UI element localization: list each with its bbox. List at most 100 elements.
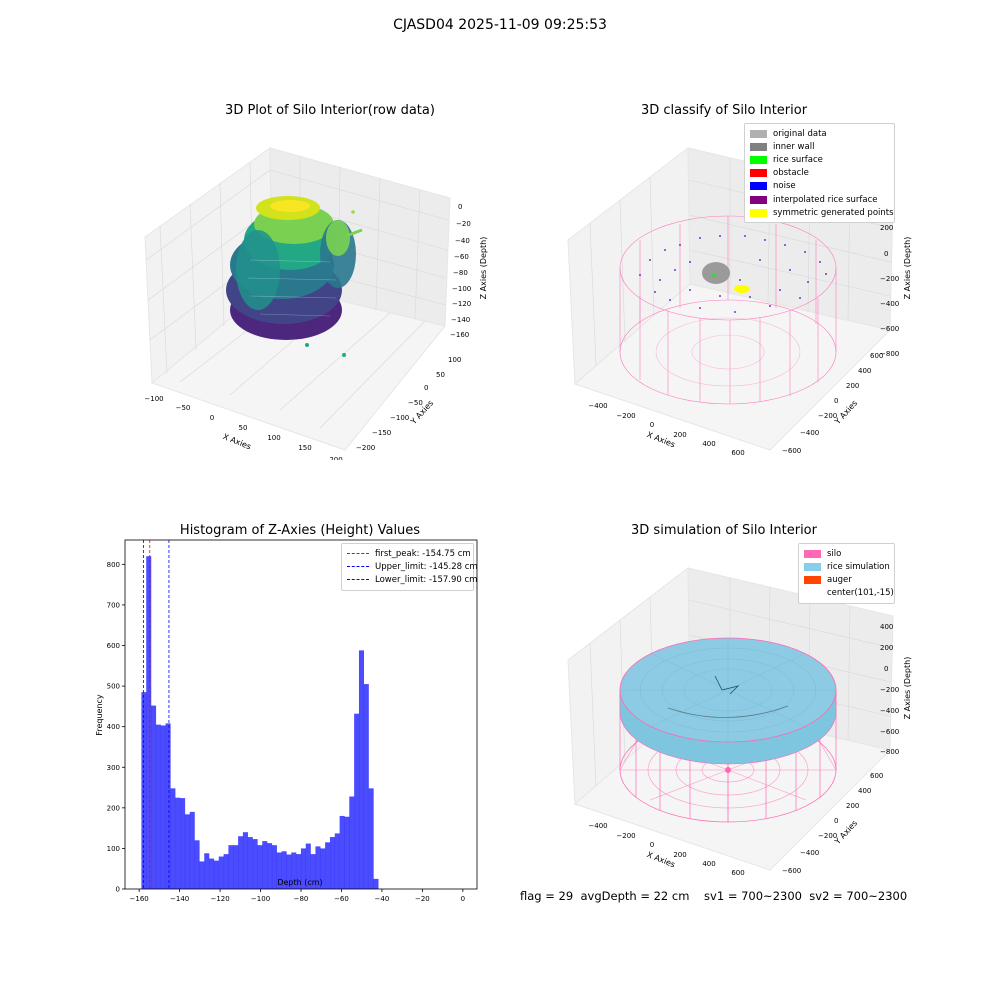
tick-label: 600	[870, 772, 883, 780]
raw-x-axis-label: X Axies	[222, 432, 253, 451]
sim-z-axis-label: Z Axies (Depth)	[903, 657, 912, 720]
legend-label: first_peak: -154.75 cm	[375, 548, 471, 559]
histogram-chart[interactable]: −160 −140 −120 −100 −80 −60 −40 −20 0 0 100 200 300…	[0, 530, 500, 920]
histogram-bar	[286, 854, 292, 889]
tick-label: −600	[782, 867, 801, 875]
histogram-bar	[151, 705, 157, 889]
histogram-bar	[262, 841, 268, 889]
raw-plot-3d[interactable]: −100 −50 0 50 100 150 200 X Axies −200 −…	[140, 130, 500, 460]
legend-label: Upper_limit: -145.28 cm	[375, 561, 478, 572]
tick-label: 600	[731, 869, 744, 877]
legend-item: original data	[750, 127, 889, 140]
tick-label: 800	[107, 561, 120, 569]
sim-x-axis-label: X Axies	[646, 850, 677, 869]
legend-label: silo	[827, 548, 842, 559]
tick-label: −400	[880, 300, 899, 308]
classify-rice-surface	[712, 273, 716, 277]
tick-label: 100	[267, 434, 280, 442]
legend-swatch	[750, 208, 767, 217]
histogram-bar	[334, 833, 340, 889]
tick-label: 0	[461, 895, 465, 903]
tick-label: 0	[834, 817, 838, 825]
histogram-bar	[180, 798, 186, 889]
histogram-bar	[247, 837, 253, 889]
legend-item: silo	[804, 547, 889, 560]
histogram-bar	[209, 858, 215, 889]
simulation-plot-title: 3D simulation of Silo Interior	[631, 523, 817, 538]
histogram-bar	[363, 684, 369, 889]
raw-z-axis-label: Z Axies (Depth)	[479, 237, 488, 300]
tick-label: 0	[210, 414, 214, 422]
histogram-y-axis-label: Frequency	[95, 694, 104, 736]
histogram-bar	[267, 843, 273, 889]
histogram-bar	[204, 853, 210, 889]
histogram-bar	[271, 845, 277, 889]
sim-x-ticks: −400 −200 0 200 400 600	[588, 822, 744, 877]
legend-label: rice surface	[773, 154, 823, 165]
histogram-bar	[242, 832, 248, 889]
histogram-bar	[349, 796, 355, 889]
legend-item: Upper_limit: -145.28 cm	[347, 560, 478, 573]
raw-x-ticks: −100 −50 0 50 100 150 200	[144, 395, 342, 460]
histogram-bar	[329, 837, 335, 889]
histogram-title: Histogram of Z-Axies (Height) Values	[179, 523, 421, 538]
simulation-plot-3d[interactable]: −400 −200 0 200 400 600 X Axies −600 −40…	[565, 560, 925, 880]
classify-silo-wireframe	[619, 215, 837, 405]
classify-y-ticks: −600 −400 −200 0 200 400 600	[782, 352, 883, 455]
tick-label: −50	[408, 399, 423, 407]
classify-plot-title: 3D classify of Silo Interior	[640, 103, 808, 118]
histogram-bar	[238, 836, 244, 889]
tick-label: −140	[451, 316, 470, 324]
classify-x-axis-label: X Axies	[646, 430, 677, 449]
legend-item: first_peak: -154.75 cm	[347, 547, 471, 560]
tick-label: −20	[456, 220, 471, 228]
histogram-bar	[373, 878, 379, 889]
histogram-bar	[300, 848, 306, 889]
figure-title: CJASD04 2025-11-09 09:25:53	[393, 17, 607, 33]
raw-z-ticks: 0 −20 −40 −60 −80 −100 −120 −140 −160	[450, 203, 471, 339]
histogram-bar	[223, 854, 229, 889]
histogram-x-axis-label: Depth (cm)	[277, 878, 322, 887]
histogram-bar	[155, 724, 161, 889]
legend-item: interpolated rice surface	[750, 193, 889, 206]
legend-swatch	[804, 549, 821, 558]
legend-label: symmetric generated points	[773, 207, 894, 218]
status-readout: flag = 29 avgDepth = 22 cm sv1 = 700~230…	[520, 889, 908, 903]
histogram-bar	[141, 692, 147, 889]
tick-label: −20	[415, 895, 430, 903]
histogram-bar	[175, 797, 181, 889]
tick-label: 200	[107, 804, 120, 812]
legend-item: inner wall	[750, 140, 889, 153]
histogram-bar	[194, 840, 200, 889]
legend-swatch	[750, 155, 767, 164]
sim-z-ticks: 400 200 0 −200 −400 −600 −800	[880, 623, 899, 756]
tick-label: −200	[880, 275, 899, 283]
histogram-bar	[170, 788, 176, 889]
histogram-bar	[184, 814, 190, 889]
histogram-y-ticks: 0 100 200 300 400 500 600 700 800	[107, 561, 125, 894]
tick-label: −150	[372, 429, 391, 437]
tick-label: 700	[107, 601, 120, 609]
histogram-bar	[189, 811, 195, 889]
tick-label: 100	[107, 845, 120, 853]
tick-label: 500	[107, 683, 120, 691]
tick-label: 200	[673, 851, 686, 859]
histogram-bar	[276, 852, 282, 889]
tick-label: 400	[702, 860, 715, 868]
tick-label: 400	[858, 367, 871, 375]
legend-swatch	[750, 142, 767, 151]
tick-label: 300	[107, 764, 120, 772]
legend-swatch	[804, 575, 821, 584]
histogram-bar	[160, 725, 166, 889]
tick-label: 600	[731, 449, 744, 457]
tick-label: −400	[588, 822, 607, 830]
histogram-bar	[252, 839, 258, 889]
simulation-legend: silo rice simulation auger center(101,-1…	[798, 543, 895, 604]
legend-item: rice surface	[750, 153, 889, 166]
tick-label: −800	[880, 748, 899, 756]
tick-label: 100	[448, 356, 461, 364]
legend-swatch	[750, 195, 767, 204]
tick-label: −400	[800, 849, 819, 857]
tick-label: −400	[880, 707, 899, 715]
raw-point-cloud	[226, 196, 363, 357]
